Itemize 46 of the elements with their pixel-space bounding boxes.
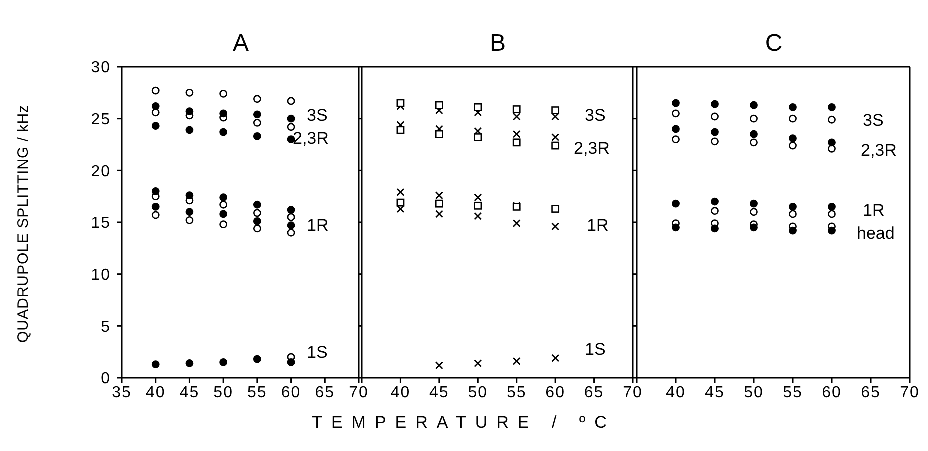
x-tick-label: 50 (744, 384, 764, 402)
x-tick-label: 55 (506, 384, 527, 402)
annotation: head (857, 224, 895, 244)
y-tick-label: 20 (91, 163, 111, 180)
x-tick-label: 60 (822, 384, 842, 402)
x-tick-label: 60 (281, 384, 302, 402)
y-tick-label: 5 (101, 318, 111, 336)
x-tick-label: 45 (705, 384, 725, 402)
chart-title: C (764, 30, 784, 58)
annotation: 2,3R (293, 129, 329, 149)
annotation: 2,3R (574, 139, 610, 159)
x-tick-label: 50 (468, 384, 488, 402)
y-axis-title: QUADRUPOLE SPLITTING / kHz (15, 104, 32, 344)
x-tick-label: 55 (783, 384, 803, 402)
annotation: 2,3R (861, 141, 897, 161)
x-tick-label: 70 (623, 384, 643, 402)
x-tick-label: 70 (349, 384, 369, 402)
y-tick-label: 25 (91, 112, 111, 129)
x-tick-label: 40 (390, 384, 411, 402)
chart-title: B (488, 30, 507, 58)
annotation: 3S (307, 106, 328, 126)
annotation: 1R (587, 216, 609, 236)
y-tick-label: 10 (91, 267, 111, 284)
x-tick-label: 65 (584, 384, 604, 402)
x-tick-label: 40 (666, 384, 686, 402)
y-tick-label: 15 (91, 215, 111, 232)
x-tick-label: 40 (146, 384, 166, 402)
x-tick-label: 60 (546, 384, 566, 402)
x-tick-label: 65 (315, 384, 336, 402)
annotation: 1S (307, 343, 328, 363)
annotation: 1R (307, 216, 329, 236)
x-tick-label: 70 (900, 384, 920, 402)
chart-title: A (232, 30, 250, 58)
annotation: 3S (585, 106, 606, 126)
x-axis-title: TEMPERATURE / ºC (311, 413, 617, 433)
y-tick-label: 30 (91, 60, 111, 77)
annotation: 3S (863, 111, 884, 131)
x-tick-label: 45 (430, 384, 450, 402)
annotation: 1S (585, 340, 606, 360)
x-tick-label: 65 (861, 384, 881, 402)
y-tick-label: 0 (101, 370, 111, 388)
x-tick-label: 35 (112, 384, 132, 402)
x-tick-label: 55 (248, 384, 268, 402)
annotation: 1R (863, 201, 885, 221)
x-tick-label: 50 (214, 384, 234, 402)
x-tick-label: 45 (180, 384, 200, 402)
